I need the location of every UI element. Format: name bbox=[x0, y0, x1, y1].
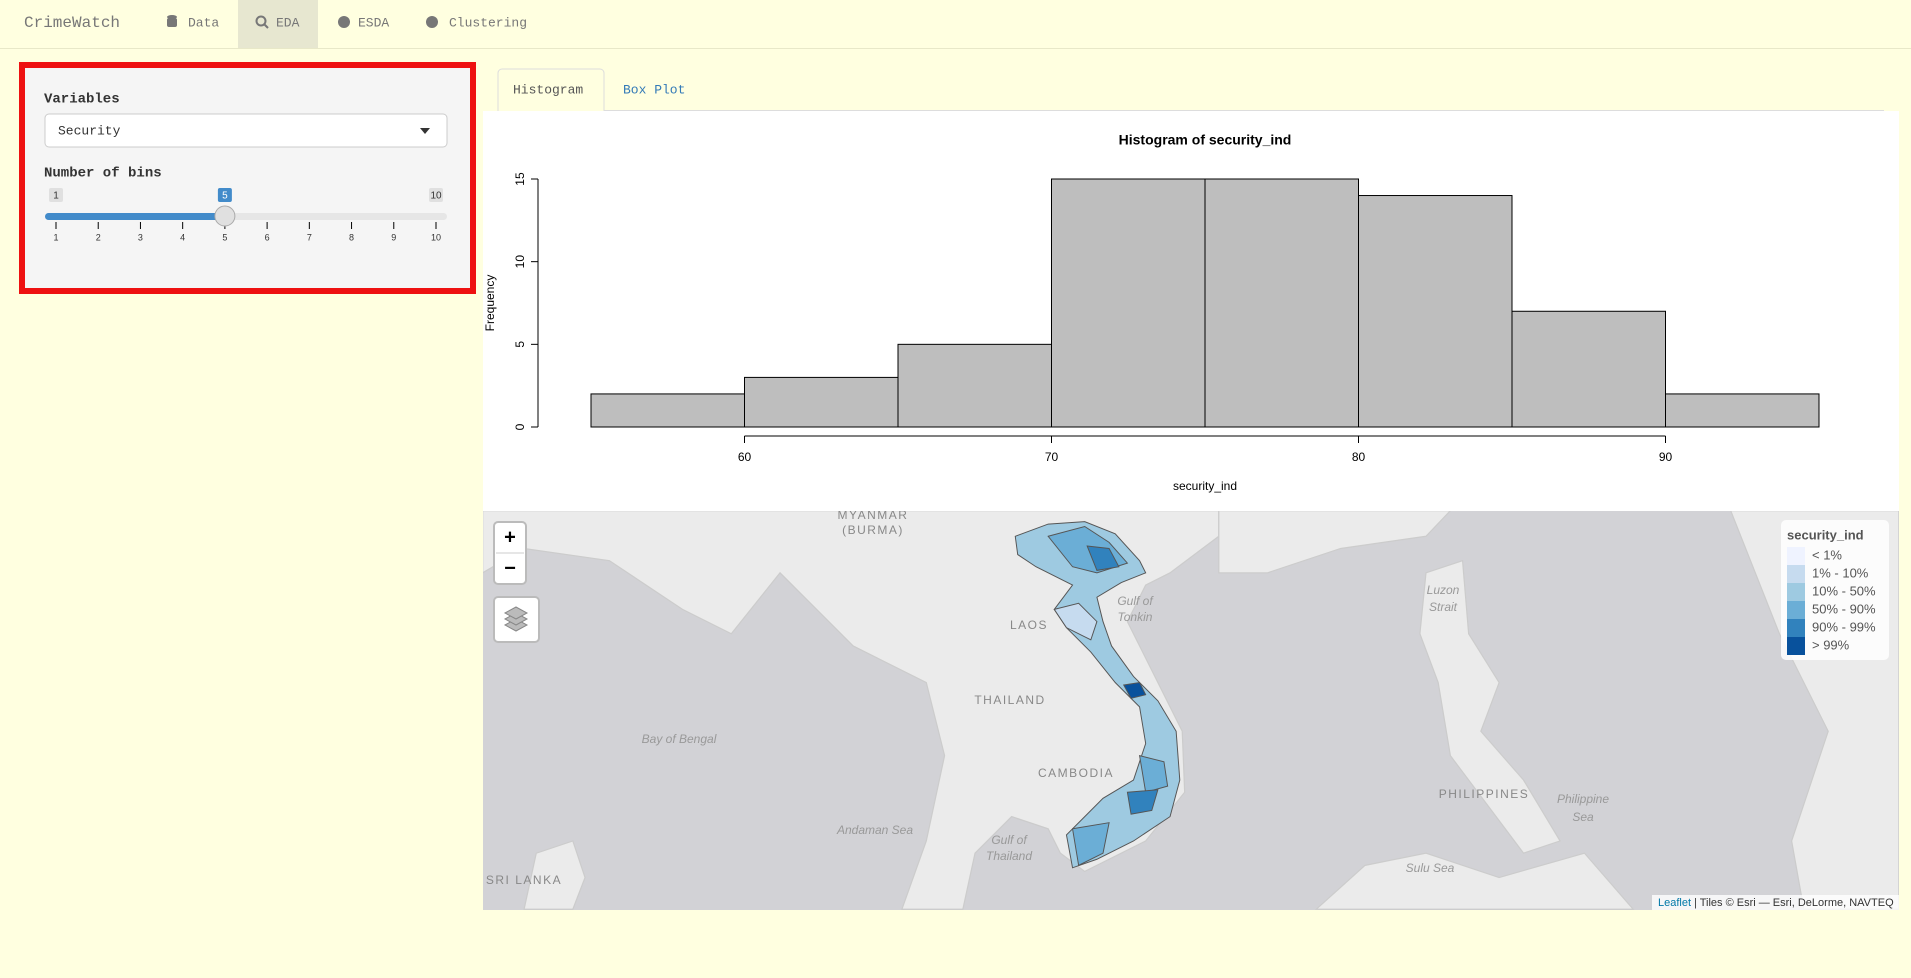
map-label: MYANMAR bbox=[838, 508, 909, 522]
legend-swatch bbox=[1787, 619, 1805, 637]
slider-min-badge bbox=[49, 188, 63, 202]
slider-value-badge bbox=[217, 188, 232, 202]
zoom-out[interactable]: − bbox=[504, 557, 516, 579]
slider-value-label: 5 bbox=[222, 191, 228, 202]
y-axis-title: Frequency bbox=[483, 275, 497, 332]
attribution-bg bbox=[1652, 895, 1899, 910]
navbar bbox=[0, 0, 1911, 49]
slider-tick-label: 7 bbox=[307, 232, 312, 242]
bar bbox=[1204, 178, 1359, 428]
y-tick-label: 10 bbox=[513, 255, 527, 269]
nav-icons bbox=[167, 15, 438, 29]
slider-tick-label: 6 bbox=[265, 232, 270, 242]
slider-tick-label: 5 bbox=[222, 232, 227, 242]
map-label: THAILAND bbox=[974, 693, 1045, 707]
legend-label: 50% - 90% bbox=[1812, 601, 1876, 616]
map-label: Bay of Bengal bbox=[642, 732, 717, 746]
bar bbox=[1511, 310, 1666, 428]
map-label: Gulf of bbox=[1117, 594, 1154, 608]
map-label: Philippine bbox=[1557, 792, 1609, 806]
x-tick-label: 90 bbox=[1659, 450, 1673, 464]
slider-bar bbox=[45, 213, 225, 220]
tab[interactable]: Histogram bbox=[513, 82, 583, 97]
map-label: Andaman Sea bbox=[836, 823, 913, 837]
slider-tick-label: 2 bbox=[96, 232, 101, 242]
sidebar-panel bbox=[19, 62, 476, 294]
chart-title: Histogram of security_ind bbox=[1119, 132, 1292, 148]
map-label: Tonkin bbox=[1118, 610, 1153, 624]
active-tab bbox=[497, 68, 605, 111]
slider-tick-label: 9 bbox=[391, 232, 396, 242]
legend-swatch bbox=[1787, 547, 1805, 565]
zoom-in[interactable]: + bbox=[504, 526, 516, 548]
x-tick-label: 80 bbox=[1352, 450, 1366, 464]
y-tick-label: 15 bbox=[513, 172, 527, 186]
slider-max-badge bbox=[429, 188, 443, 202]
nav-item[interactable]: Data bbox=[188, 15, 219, 30]
active-nav-bg bbox=[238, 0, 318, 48]
legend-title: security_ind bbox=[1787, 527, 1864, 542]
bar bbox=[744, 376, 899, 428]
x-tick-label: 60 bbox=[738, 450, 752, 464]
map-label: Strait bbox=[1429, 600, 1458, 614]
y-tick-label: 5 bbox=[513, 341, 527, 348]
x-tick-label: 70 bbox=[1045, 450, 1059, 464]
map-label: Sulu Sea bbox=[1406, 861, 1455, 875]
bar bbox=[897, 343, 1052, 428]
map-label: Gulf of bbox=[991, 833, 1028, 847]
vietnam bbox=[1014, 521, 1181, 869]
brand[interactable]: CrimeWatch bbox=[24, 14, 120, 32]
slider-min-label: 1 bbox=[53, 191, 59, 202]
bins-label: Number of bins bbox=[44, 166, 162, 182]
map-label: Luzon bbox=[1427, 583, 1460, 597]
legend-label: 10% - 50% bbox=[1812, 583, 1876, 598]
slider-tick-label: 4 bbox=[180, 232, 185, 242]
layers-icon bbox=[503, 606, 529, 632]
slider-max-label: 10 bbox=[430, 191, 442, 202]
legend-swatch bbox=[1787, 637, 1805, 655]
map-label: Thailand bbox=[986, 849, 1032, 863]
nav-item[interactable]: EDA bbox=[276, 15, 300, 30]
slider-tick-label: 3 bbox=[138, 232, 143, 242]
map-label: PHILIPPINES bbox=[1439, 787, 1530, 801]
attribution-text: | Tiles © Esri — Esri, DeLorme, NAVTEQ bbox=[1694, 897, 1894, 909]
legend-label: 1% - 10% bbox=[1812, 565, 1869, 580]
bar bbox=[1665, 393, 1820, 428]
legend-swatch bbox=[1787, 583, 1805, 601]
map-label: (BURMA) bbox=[842, 523, 904, 537]
bar bbox=[1358, 195, 1513, 428]
legend-label: > 99% bbox=[1812, 637, 1850, 652]
tab[interactable]: Box Plot bbox=[623, 82, 685, 97]
map-label: CAMBODIA bbox=[1038, 766, 1114, 780]
variables-label: Variables bbox=[44, 92, 120, 108]
map-label: SRI LANKA bbox=[486, 873, 562, 887]
y-tick-label: 0 bbox=[513, 423, 527, 430]
select-value: Security bbox=[58, 123, 121, 138]
map-label: Sea bbox=[1572, 810, 1594, 824]
select-caret bbox=[420, 128, 430, 134]
legend-label: 90% - 99% bbox=[1812, 619, 1876, 634]
slider-tick-label: 8 bbox=[349, 232, 354, 242]
legend-swatch bbox=[1787, 565, 1805, 583]
slider-handle[interactable] bbox=[214, 205, 236, 227]
attribution-link[interactable]: Leaflet bbox=[1658, 897, 1691, 909]
legend-label: < 1% bbox=[1812, 547, 1842, 562]
map[interactable]: MYANMAR (BURMA) LAOS THAILAND CAMBODIA S… bbox=[483, 508, 1899, 910]
slider-tick-label: 10 bbox=[431, 232, 441, 242]
legend bbox=[1781, 520, 1889, 660]
variable-select[interactable] bbox=[44, 113, 448, 148]
legend-swatch bbox=[1787, 601, 1805, 619]
bar bbox=[590, 393, 745, 428]
nav-item[interactable]: ESDA bbox=[358, 15, 389, 30]
nav-item[interactable]: Clustering bbox=[449, 15, 527, 30]
x-axis-title: security_ind bbox=[1173, 479, 1237, 493]
slider-tick-label: 1 bbox=[53, 232, 58, 242]
bar bbox=[1051, 178, 1206, 428]
map-label: LAOS bbox=[1010, 618, 1048, 632]
